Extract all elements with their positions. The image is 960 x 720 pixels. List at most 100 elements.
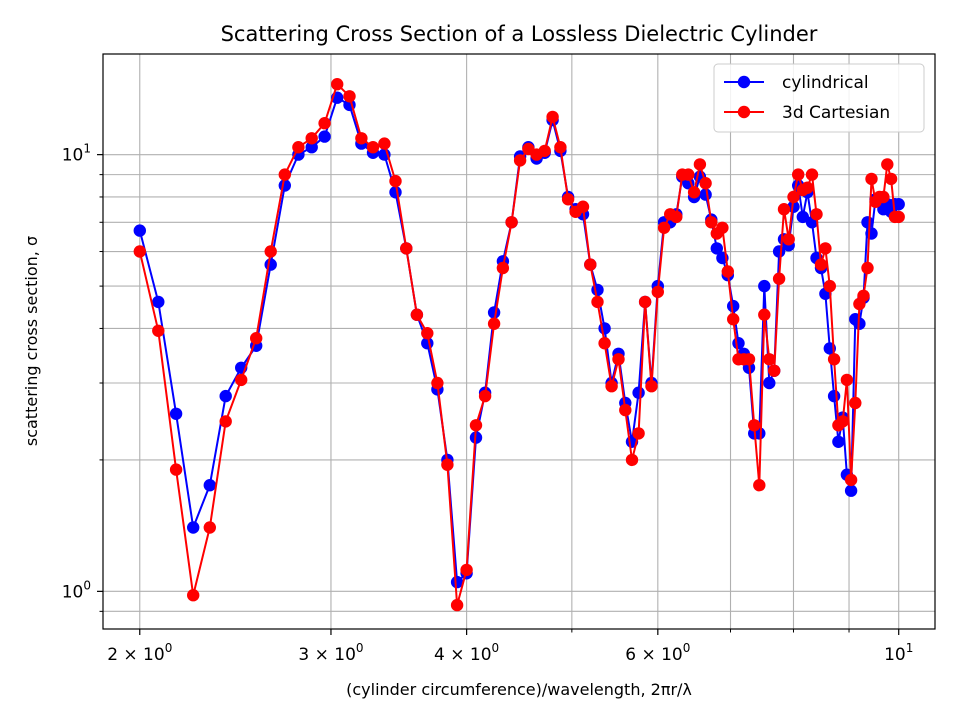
x-tick-label: 101 bbox=[884, 641, 913, 665]
data-point bbox=[169, 463, 183, 476]
data-point bbox=[496, 261, 510, 275]
data-point bbox=[638, 295, 652, 309]
data-point bbox=[682, 168, 695, 181]
data-point bbox=[632, 386, 645, 399]
data-point bbox=[431, 376, 444, 390]
data-point bbox=[584, 258, 597, 271]
data-point bbox=[513, 154, 527, 167]
data-point bbox=[884, 172, 898, 186]
data-point bbox=[450, 575, 464, 589]
data-point bbox=[727, 299, 740, 313]
data-point bbox=[410, 308, 424, 321]
data-point bbox=[727, 313, 740, 326]
data-point bbox=[865, 227, 878, 240]
legend-marker bbox=[737, 105, 751, 119]
data-point bbox=[187, 589, 200, 602]
data-point bbox=[792, 168, 805, 181]
data-point bbox=[355, 132, 368, 145]
data-point bbox=[235, 373, 248, 387]
data-point bbox=[187, 521, 200, 534]
data-point bbox=[772, 272, 786, 285]
data-point bbox=[710, 242, 723, 255]
data-point bbox=[699, 177, 712, 190]
data-point bbox=[861, 261, 874, 275]
data-point bbox=[133, 245, 146, 258]
data-point bbox=[460, 563, 473, 577]
data-point bbox=[687, 186, 701, 199]
data-point bbox=[561, 193, 575, 206]
y-axis-label: scattering cross section, σ bbox=[22, 236, 41, 446]
data-point bbox=[478, 389, 492, 403]
data-point bbox=[840, 373, 854, 387]
data-point bbox=[331, 78, 344, 91]
data-point bbox=[598, 322, 611, 335]
data-point bbox=[758, 308, 771, 321]
data-point bbox=[487, 317, 501, 330]
x-axis-label: (cylinder circumference)/wavelength, 2πr… bbox=[346, 680, 692, 699]
data-point bbox=[169, 407, 183, 420]
axis-ticks: 2 × 100 3 × 100 4 × 100 6 × 100 101 100 101 bbox=[62, 142, 914, 665]
data-point bbox=[203, 479, 216, 492]
data-point bbox=[305, 132, 318, 145]
data-point bbox=[546, 110, 559, 124]
chart-title: Scattering Cross Section of a Lossless D… bbox=[221, 22, 818, 46]
data-point bbox=[441, 458, 454, 471]
data-point bbox=[748, 419, 761, 432]
data-point bbox=[469, 419, 483, 432]
data-point bbox=[343, 90, 356, 103]
data-point bbox=[763, 376, 776, 390]
data-point bbox=[591, 283, 604, 297]
data-point bbox=[538, 144, 551, 158]
data-point bbox=[292, 141, 305, 154]
x-tick-label: 4 × 100 bbox=[434, 641, 499, 665]
data-point bbox=[554, 141, 567, 154]
data-point bbox=[827, 353, 841, 366]
x-tick-label: 2 × 100 bbox=[107, 641, 172, 665]
data-point bbox=[782, 233, 795, 246]
legend-entry: 3d Cartesian bbox=[782, 103, 890, 123]
data-point bbox=[421, 327, 434, 340]
data-point bbox=[705, 216, 718, 229]
data-point bbox=[768, 364, 781, 377]
data-point bbox=[278, 168, 291, 181]
data-point bbox=[832, 435, 845, 448]
data-point bbox=[152, 324, 165, 337]
data-point bbox=[366, 141, 380, 154]
data-point bbox=[857, 289, 870, 302]
data-point bbox=[836, 415, 849, 428]
data-point bbox=[732, 337, 745, 350]
data-point bbox=[632, 427, 645, 440]
data-point bbox=[787, 190, 800, 204]
data-point bbox=[318, 117, 331, 130]
grid bbox=[103, 54, 935, 629]
data-point bbox=[389, 186, 402, 199]
data-point bbox=[505, 216, 518, 229]
data-point bbox=[250, 332, 263, 345]
data-point bbox=[861, 216, 874, 229]
data-point bbox=[892, 210, 905, 224]
plot-area bbox=[133, 78, 905, 612]
data-point bbox=[823, 279, 836, 293]
data-point bbox=[318, 130, 331, 143]
data-point bbox=[716, 221, 729, 234]
data-point bbox=[819, 242, 832, 255]
data-point bbox=[152, 295, 165, 309]
data-point bbox=[881, 158, 894, 171]
data-point bbox=[721, 265, 734, 278]
data-point bbox=[670, 210, 683, 224]
data-point bbox=[625, 453, 639, 467]
data-point bbox=[450, 598, 464, 612]
legend: cylindrical 3d Cartesian bbox=[713, 63, 925, 133]
data-point bbox=[849, 396, 862, 410]
data-point bbox=[844, 484, 858, 497]
x-tick-label: 6 × 100 bbox=[625, 641, 690, 665]
y-tick-label: 100 bbox=[62, 578, 91, 602]
data-point bbox=[219, 415, 232, 428]
data-point bbox=[400, 242, 413, 255]
data-point bbox=[203, 521, 216, 534]
data-point bbox=[576, 200, 590, 213]
data-point bbox=[827, 389, 841, 403]
data-point bbox=[763, 353, 776, 366]
legend-marker bbox=[737, 75, 751, 89]
